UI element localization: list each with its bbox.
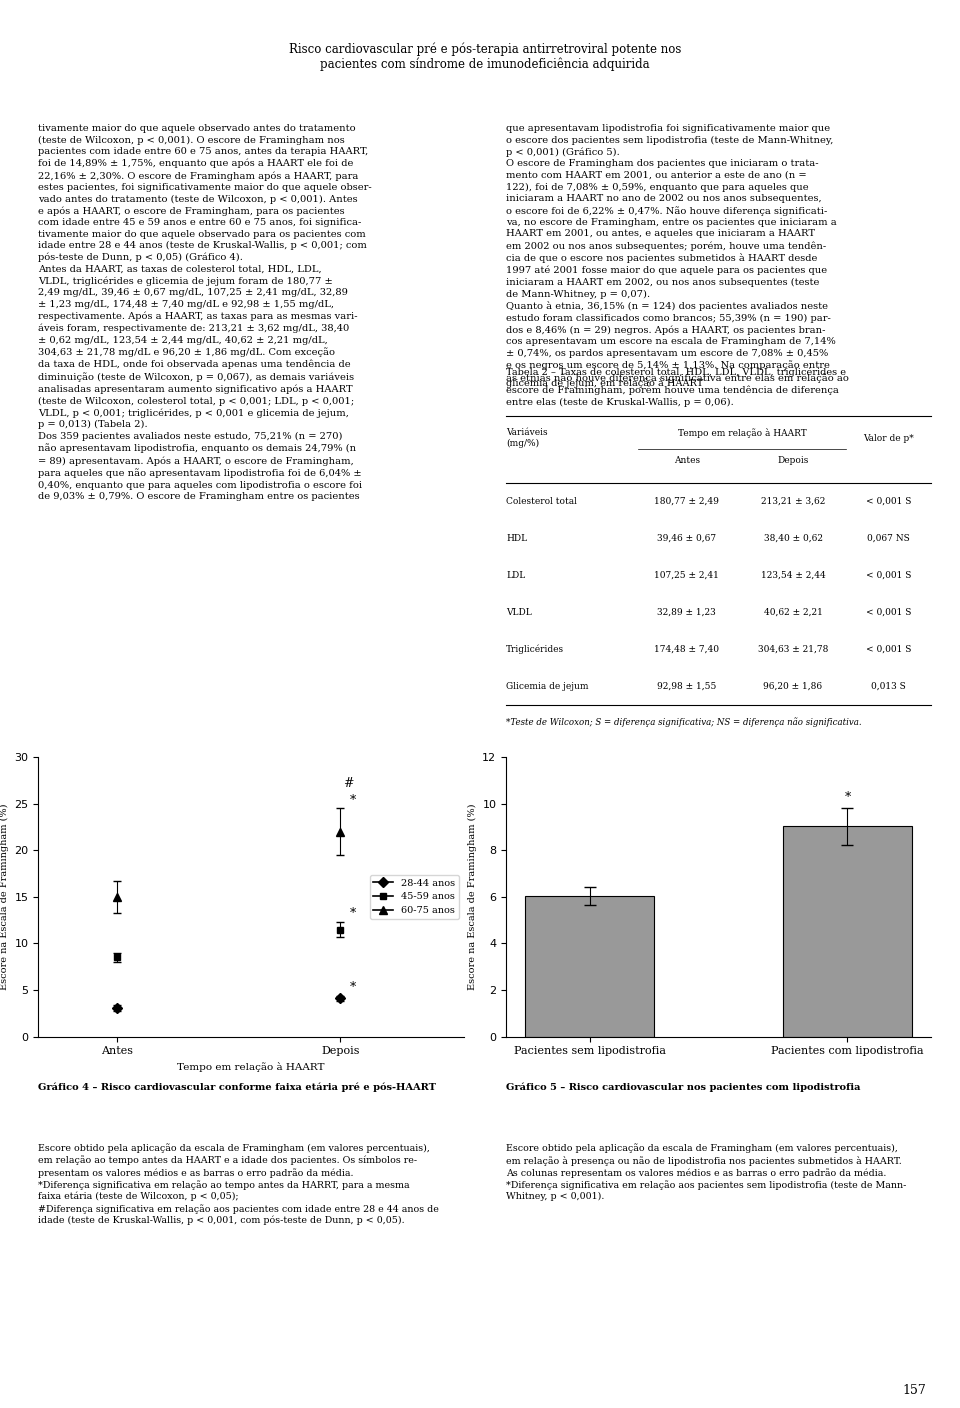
Legend: 28-44 anos, 45-59 anos, 60-75 anos: 28-44 anos, 45-59 anos, 60-75 anos — [370, 874, 459, 919]
Text: Depois: Depois — [778, 456, 808, 465]
Text: 0,067 NS: 0,067 NS — [867, 534, 910, 543]
Text: 92,98 ± 1,55: 92,98 ± 1,55 — [657, 681, 716, 691]
Text: 123,54 ± 2,44: 123,54 ± 2,44 — [760, 572, 826, 580]
Text: Antes: Antes — [674, 456, 700, 465]
Text: tivamente maior do que aquele observado antes do tratamento
(teste de Wilcoxon, : tivamente maior do que aquele observado … — [38, 124, 372, 501]
Text: *: * — [349, 907, 355, 921]
Text: 40,62 ± 2,21: 40,62 ± 2,21 — [763, 608, 823, 617]
Text: Tempo em relação à HAART: Tempo em relação à HAART — [678, 428, 806, 438]
Text: 39,46 ± 0,67: 39,46 ± 0,67 — [658, 534, 716, 543]
Bar — [525, 895, 654, 1036]
Text: 32,89 ± 1,23: 32,89 ± 1,23 — [658, 608, 716, 617]
Text: VLDL: VLDL — [506, 608, 532, 617]
Text: < 0,001 S: < 0,001 S — [866, 645, 911, 653]
X-axis label: Tempo em relação à HAART: Tempo em relação à HAART — [178, 1062, 324, 1071]
Text: Valor de p*: Valor de p* — [863, 434, 914, 444]
Text: Escore obtido pela aplicação da escala de Framingham (em valores percentuais),
e: Escore obtido pela aplicação da escala d… — [506, 1143, 906, 1201]
Text: Gráfico 5 – Risco cardiovascular nos pacientes com lipodistrofia: Gráfico 5 – Risco cardiovascular nos pac… — [506, 1083, 860, 1093]
Text: LDL: LDL — [506, 572, 525, 580]
Text: Tabela 2 – Taxas de colesterol total, HDL, LDL, VLDL, triglicérides e
glicemia d: Tabela 2 – Taxas de colesterol total, HD… — [506, 367, 846, 389]
Y-axis label: Escore na Escala de Framingham (%): Escore na Escala de Framingham (%) — [468, 804, 477, 990]
Text: 157: 157 — [902, 1384, 926, 1397]
Text: *: * — [845, 791, 851, 804]
Text: Gráfico 4 – Risco cardiovascular conforme faixa etária pré e pós-HAART: Gráfico 4 – Risco cardiovascular conform… — [38, 1083, 437, 1093]
Text: HDL: HDL — [506, 534, 527, 543]
Text: < 0,001 S: < 0,001 S — [866, 608, 911, 617]
Y-axis label: Escore na Escala de Framingham (%): Escore na Escala de Framingham (%) — [0, 804, 9, 990]
Text: Glicemia de jejum: Glicemia de jejum — [506, 681, 588, 691]
Text: *Teste de Wilcoxon; S = diferença significativa; NS = diferença não significativ: *Teste de Wilcoxon; S = diferença signif… — [506, 717, 862, 727]
Text: Risco cardiovascular pré e pós-terapia antirretroviral potente nos
pacientes com: Risco cardiovascular pré e pós-terapia a… — [289, 42, 681, 72]
Text: 107,25 ± 2,41: 107,25 ± 2,41 — [655, 572, 719, 580]
Text: que apresentavam lipodistrofia foi significativamente maior que
o escore dos pac: que apresentavam lipodistrofia foi signi… — [506, 124, 849, 407]
Text: Variáveis
(mg/%): Variáveis (mg/%) — [506, 428, 548, 448]
Text: 96,20 ± 1,86: 96,20 ± 1,86 — [763, 681, 823, 691]
Text: 174,48 ± 7,40: 174,48 ± 7,40 — [655, 645, 719, 653]
Text: 0,013 S: 0,013 S — [872, 681, 906, 691]
Text: Colesterol total: Colesterol total — [506, 497, 577, 505]
Text: < 0,001 S: < 0,001 S — [866, 497, 911, 505]
Text: #: # — [343, 777, 353, 790]
Text: 38,40 ± 0,62: 38,40 ± 0,62 — [763, 534, 823, 543]
Text: Triglicérides: Triglicérides — [506, 645, 564, 655]
Text: Escore obtido pela aplicação da escala de Framingham (em valores percentuais),
e: Escore obtido pela aplicação da escala d… — [38, 1143, 440, 1225]
Text: 304,63 ± 21,78: 304,63 ± 21,78 — [757, 645, 828, 653]
Text: *: * — [349, 794, 355, 807]
Bar — [783, 826, 912, 1036]
Text: 213,21 ± 3,62: 213,21 ± 3,62 — [761, 497, 826, 505]
Text: *: * — [349, 981, 355, 994]
Text: < 0,001 S: < 0,001 S — [866, 572, 911, 580]
Text: 180,77 ± 2,49: 180,77 ± 2,49 — [655, 497, 719, 505]
